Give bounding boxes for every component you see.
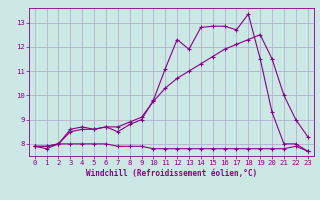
X-axis label: Windchill (Refroidissement éolien,°C): Windchill (Refroidissement éolien,°C) [86, 169, 257, 178]
